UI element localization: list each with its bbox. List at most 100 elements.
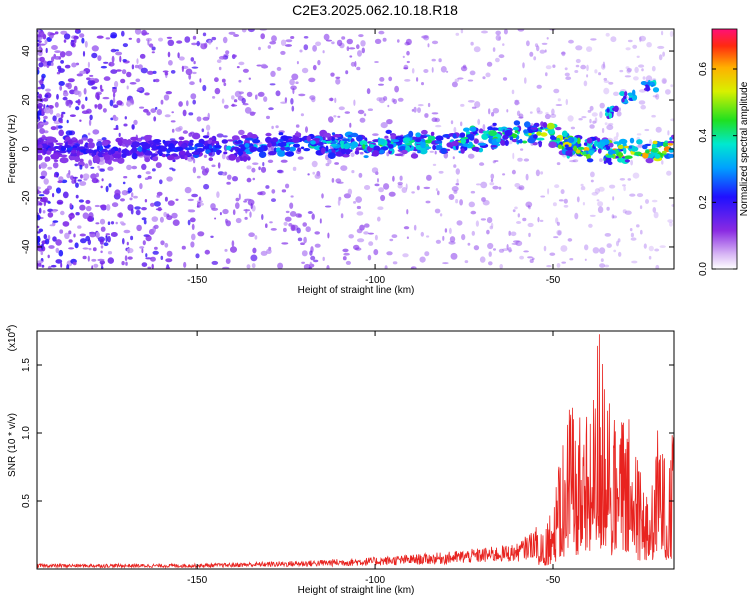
spectrogram-speckle xyxy=(363,113,367,117)
spectrogram-speckle xyxy=(454,78,460,83)
spectrogram-ridge-blob xyxy=(421,129,428,135)
spectrogram-speckle xyxy=(405,38,412,46)
spectrogram-speckle xyxy=(43,104,46,109)
spectrogram-ridge-blob xyxy=(430,131,435,136)
spectrogram-ridge-blob xyxy=(101,141,109,146)
spectrogram-speckle xyxy=(175,198,179,201)
spectrogram-speckle xyxy=(373,249,379,256)
spectrogram-speckle xyxy=(106,204,111,211)
spectrogram-speckle xyxy=(613,249,617,253)
spectrogram-speckle xyxy=(510,231,517,237)
spectrogram-speckle xyxy=(312,171,316,175)
spectrogram-speckle xyxy=(426,174,432,181)
spectrogram-ridge-blob xyxy=(538,140,542,148)
spectrogram-speckle xyxy=(350,152,355,158)
spectrogram-speckle xyxy=(153,79,156,83)
spectrogram-speckle xyxy=(368,241,374,246)
spectrogram-speckle xyxy=(244,107,252,114)
spectrogram-ridge-blob xyxy=(271,137,279,143)
spectrogram-speckle xyxy=(437,190,440,196)
spectrogram-ridge-blob xyxy=(131,146,138,154)
spectrogram-ridge-blob xyxy=(556,138,561,142)
spectrogram-speckle xyxy=(425,200,431,204)
spectrogram-speckle xyxy=(202,32,207,37)
spectrogram-ridge-blob xyxy=(630,146,639,152)
spectrogram-speckle xyxy=(107,235,111,243)
spectrogram-ridge-blob xyxy=(523,129,529,134)
spectrogram-ridge-blob xyxy=(512,126,520,131)
spectrogram-speckle xyxy=(342,256,347,261)
spectrogram-ridge-blob xyxy=(651,144,658,148)
spectrogram-speckle xyxy=(539,49,546,54)
spectrogram-speckle xyxy=(243,200,248,203)
spectrogram-ridge-blob xyxy=(202,135,210,139)
spectrogram-speckle xyxy=(606,206,610,211)
spectrogram-ridge-blob xyxy=(184,147,191,151)
spectrogram-ridge-blob xyxy=(327,152,336,160)
spectrogram-speckle xyxy=(82,247,89,250)
snr-y-scale-suffix: ) xyxy=(7,325,18,328)
spectrogram-speckle xyxy=(91,52,98,59)
spectrogram-ridge-blob xyxy=(557,144,563,149)
spectrogram-ridge-blob xyxy=(548,141,557,148)
spectrogram-ridge-blob xyxy=(408,130,414,138)
spectrogram-secondary-blob xyxy=(608,112,613,119)
spectrogram-speckle xyxy=(214,87,221,95)
spectrogram-speckle xyxy=(569,258,574,261)
spectrogram-speckle xyxy=(427,43,430,48)
spectrogram-ridge-blob xyxy=(76,150,81,157)
spectrogram-speckle xyxy=(103,76,111,81)
spectrogram-speckle xyxy=(514,183,521,188)
spectrogram-speckle xyxy=(184,186,192,194)
spectrogram-speckle xyxy=(348,47,356,50)
spectrogram-speckle xyxy=(508,249,513,252)
spectrogram-speckle xyxy=(68,247,75,250)
spectrogram-speckle xyxy=(600,258,604,262)
spectrogram-speckle xyxy=(629,228,633,232)
spectrogram-speckle xyxy=(511,242,519,245)
spectrogram-speckle xyxy=(528,205,531,210)
spectrogram-speckle xyxy=(121,30,125,37)
spectrogram-speckle xyxy=(57,125,63,129)
spectrogram-marks xyxy=(37,29,674,269)
spectrogram-speckle xyxy=(135,78,141,83)
spectrogram-speckle xyxy=(151,216,159,222)
spectrogram-speckle xyxy=(374,61,379,63)
spectrogram-speckle xyxy=(431,58,436,62)
spectrogram-speckle xyxy=(284,97,288,103)
spectrogram-speckle xyxy=(38,62,44,68)
spectrogram-speckle xyxy=(127,204,134,211)
spectrogram-speckle xyxy=(153,224,159,229)
spectrogram-speckle xyxy=(190,57,195,62)
spectrogram-speckle xyxy=(416,77,419,82)
spectrogram-speckle xyxy=(165,91,172,95)
spectrogram-speckle xyxy=(231,240,235,247)
spectrogram-ridge-blob xyxy=(87,138,94,143)
spectrogram-speckle xyxy=(147,175,152,180)
spectrogram-speckle xyxy=(56,199,64,205)
spectrogram-ridge-blob xyxy=(465,131,471,135)
spectrogram-speckle xyxy=(490,178,494,183)
spectrogram-speckle xyxy=(651,199,658,203)
spectrogram-speckle xyxy=(37,186,42,190)
spectrogram-ridge-blob xyxy=(131,152,138,160)
spectrogram-speckle xyxy=(131,64,135,70)
spectrogram-speckle xyxy=(110,69,118,74)
spectrogram-speckle xyxy=(599,158,603,163)
spectrogram-speckle xyxy=(358,172,363,178)
spectrogram-speckle xyxy=(601,128,605,133)
spectrogram-ridge-blob xyxy=(547,128,555,135)
spectrogram-speckle xyxy=(110,221,115,225)
spectrogram-speckle xyxy=(141,207,147,211)
spectrogram-speckle xyxy=(139,106,145,109)
spectrogram-speckle xyxy=(655,126,662,133)
spectrogram-speckle xyxy=(129,197,133,201)
spectrogram-speckle xyxy=(552,202,557,207)
spectrogram-ridge-blob xyxy=(250,146,258,152)
spectrogram-secondary-blob xyxy=(646,81,651,85)
spectrogram-ridge-blob xyxy=(536,137,545,141)
spectrogram-speckle xyxy=(204,249,210,255)
spectrogram-speckle xyxy=(456,220,463,226)
spectrogram-speckle xyxy=(150,108,157,113)
spectrogram-speckle xyxy=(110,48,117,53)
